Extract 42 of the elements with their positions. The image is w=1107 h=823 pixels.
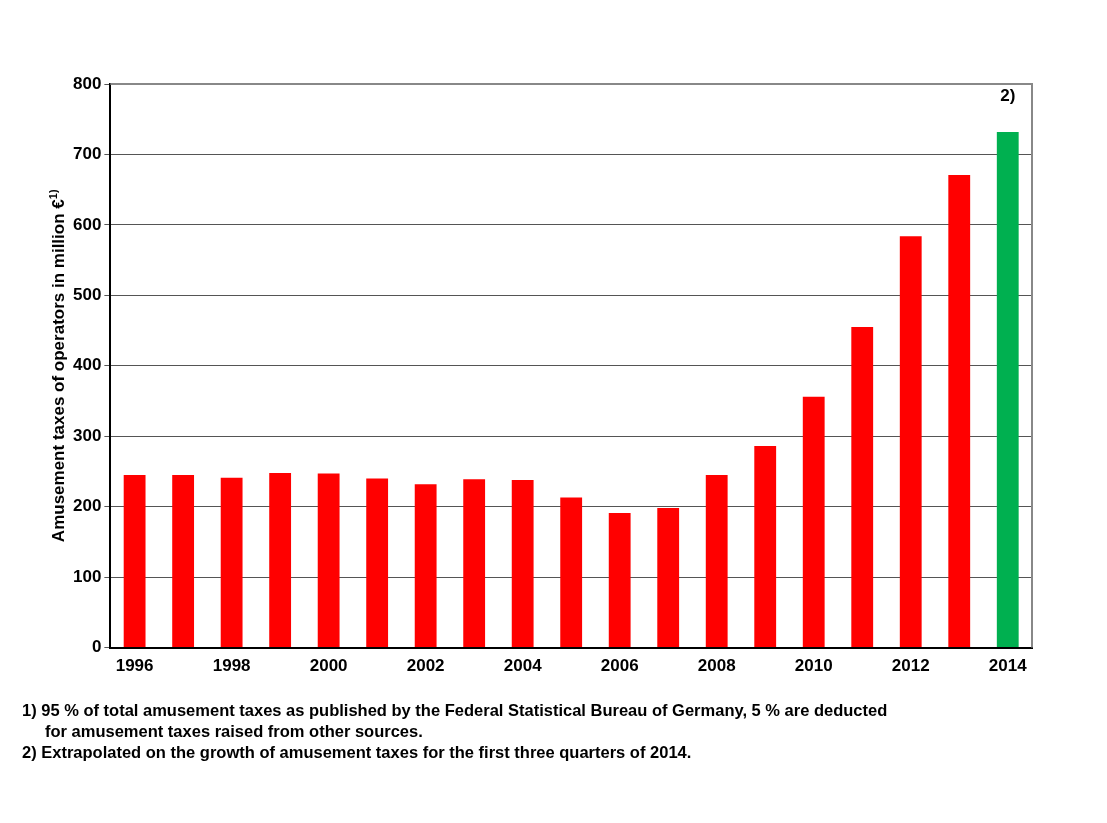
bar xyxy=(511,479,534,648)
x-tick-label: 2002 xyxy=(406,656,445,676)
bar xyxy=(657,508,680,648)
x-tick-label: 2014 xyxy=(988,656,1028,676)
bar xyxy=(123,475,146,648)
bar xyxy=(705,475,728,648)
bar xyxy=(948,174,971,648)
bar xyxy=(802,396,825,648)
y-tick-label: 700 xyxy=(72,144,102,164)
y-tick-label: 800 xyxy=(72,73,102,93)
x-tick-label: 2008 xyxy=(697,656,736,676)
x-tick-label: 2010 xyxy=(794,656,833,676)
y-tick-label: 300 xyxy=(72,425,102,445)
y-tick-label: 500 xyxy=(72,285,102,305)
y-tick-label: 0 xyxy=(91,637,102,657)
bar xyxy=(560,497,583,648)
x-tick-label: 2012 xyxy=(891,656,930,676)
bar xyxy=(754,446,777,648)
bar xyxy=(463,479,486,648)
bar xyxy=(899,236,922,648)
bar xyxy=(996,131,1019,648)
x-tick-label: 1998 xyxy=(212,656,251,676)
bar xyxy=(851,327,874,648)
bar xyxy=(269,472,292,648)
bar xyxy=(366,478,389,648)
bar xyxy=(172,475,195,648)
bar xyxy=(608,513,631,648)
y-tick-label: 100 xyxy=(72,566,102,586)
bar xyxy=(317,473,340,648)
annotation: 2) xyxy=(1000,85,1016,105)
text: 1) 95 % of total amusement taxes as published by the Federal Statistical Bureau of Germany, 5 % are deducted for amusement taxes raised from other sources. xyxy=(22,700,889,742)
y-tick-label: 200 xyxy=(72,496,102,516)
y-tick-label: 400 xyxy=(72,355,102,375)
x-tick-label: 2000 xyxy=(309,656,348,676)
y-tick-label: 600 xyxy=(72,214,102,234)
x-tick-label: 2004 xyxy=(503,656,543,676)
bar xyxy=(414,484,437,648)
x-tick-label: 1996 xyxy=(115,656,154,676)
text: 2) Extrapolated on the growth of amusement taxes for the first three quarters of 2014. xyxy=(22,742,693,763)
y-axis-title: Amusement taxes of operators in million €1) xyxy=(47,189,68,543)
bar xyxy=(220,477,243,648)
x-tick-label: 2006 xyxy=(600,656,639,676)
